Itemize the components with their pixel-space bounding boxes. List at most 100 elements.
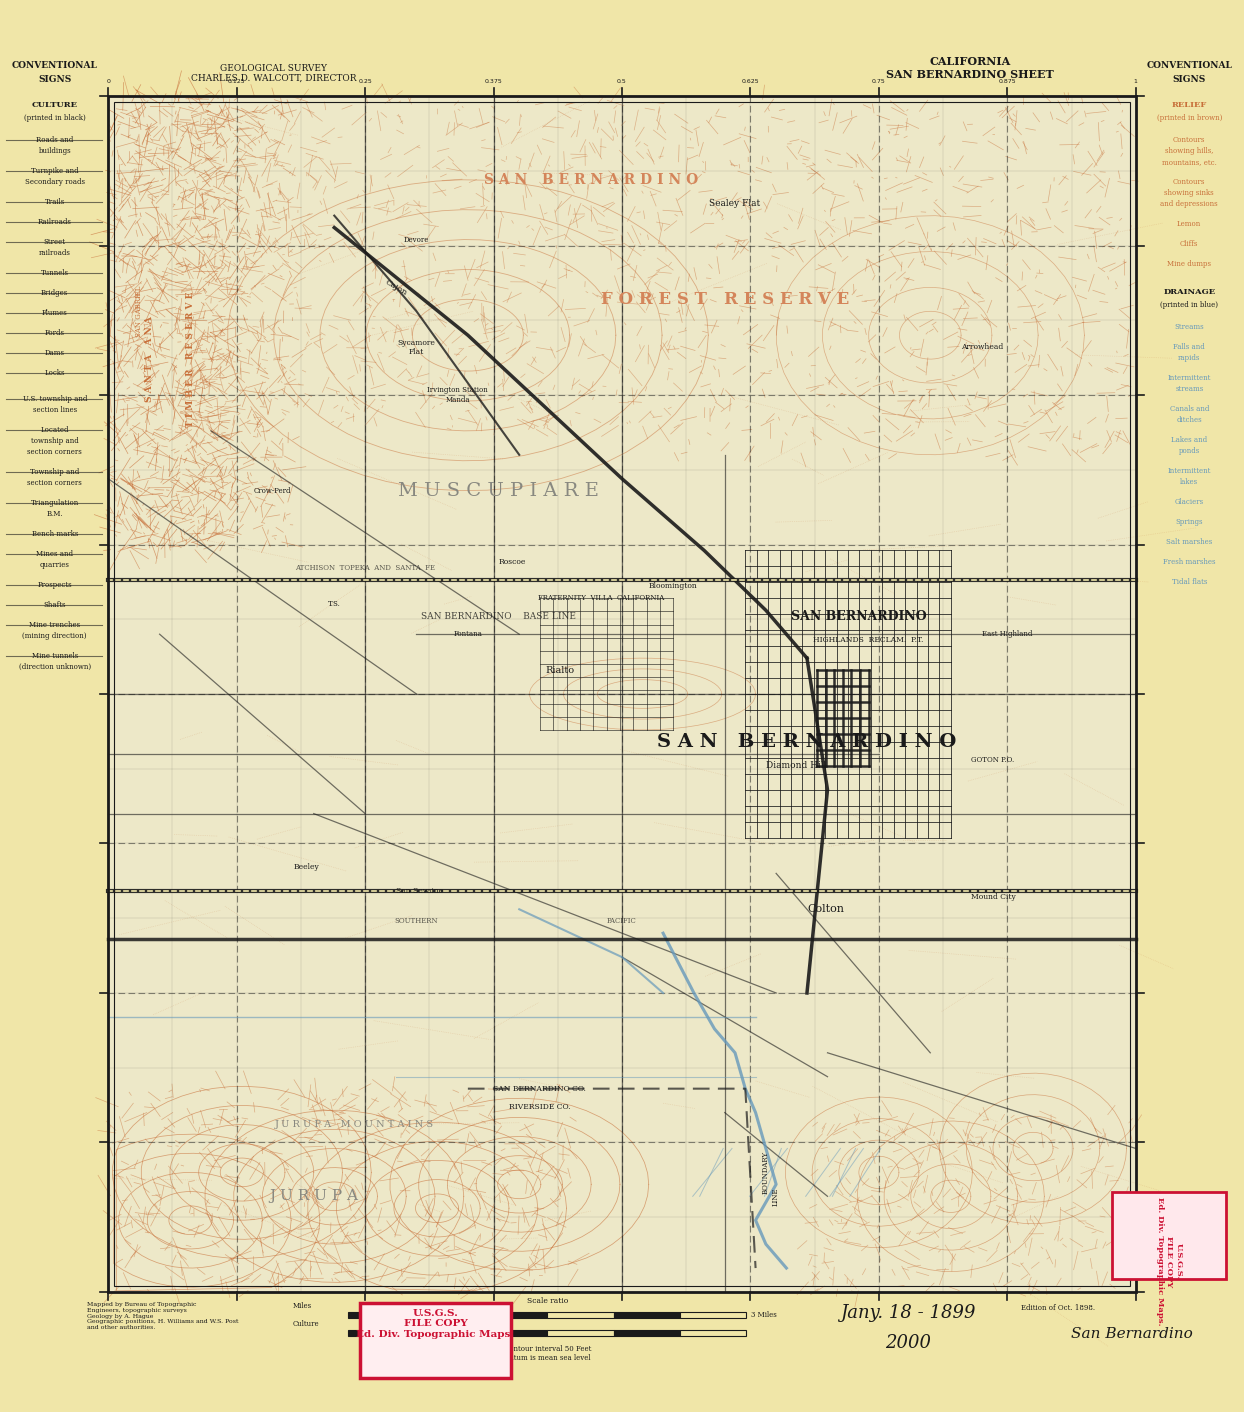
Bar [108, 96, 1136, 1292]
Text: mountains, etc.: mountains, etc. [1162, 158, 1217, 165]
Text: Edition of Oct. 1898.: Edition of Oct. 1898. [1020, 1303, 1095, 1312]
Text: Triangulation: Triangulation [31, 498, 78, 507]
Text: Jany. 18 - 1899: Jany. 18 - 1899 [841, 1303, 975, 1322]
Text: Roads and: Roads and [36, 136, 73, 144]
Text: (printed in brown): (printed in brown) [1157, 114, 1222, 121]
Text: SAN BERNARDINO CO.: SAN BERNARDINO CO. [494, 1084, 586, 1093]
Text: Rialto: Rialto [546, 665, 575, 675]
Text: Mine tunnels: Mine tunnels [31, 652, 78, 659]
Text: Contours: Contours [1173, 178, 1205, 186]
Text: 0.75: 0.75 [872, 79, 886, 85]
Text: 0.375: 0.375 [485, 79, 503, 85]
Text: Shafts: Shafts [44, 600, 66, 609]
Bar [414, 1330, 481, 1336]
Text: SAN BERNARDINO: SAN BERNARDINO [790, 610, 926, 623]
Text: BOUNDARY: BOUNDARY [761, 1151, 770, 1195]
Text: ATCHISON  TOPEKA  AND  SANTA  FE: ATCHISON TOPEKA AND SANTA FE [295, 565, 435, 572]
Text: section lines: section lines [32, 405, 77, 414]
Bar [613, 1330, 680, 1336]
Text: U.S.G.S.
FILE COPY
Ed. Div. Topographic Maps.: U.S.G.S. FILE COPY Ed. Div. Topographic … [356, 1309, 515, 1339]
Text: Culture: Culture [292, 1320, 318, 1327]
Text: Mine trenches: Mine trenches [29, 621, 81, 628]
Text: Dams: Dams [45, 349, 65, 357]
Text: Beeley: Beeley [294, 863, 318, 871]
Text: Streams: Streams [1174, 323, 1204, 330]
Text: section corners: section corners [27, 479, 82, 487]
Text: Fontana: Fontana [453, 630, 483, 638]
Text: SOUTHERN: SOUTHERN [394, 918, 438, 925]
Text: Bloomington: Bloomington [649, 582, 698, 590]
Bar [348, 1312, 414, 1317]
Text: U.S. township and: U.S. township and [22, 395, 87, 402]
Text: Diamond Hill: Diamond Hill [766, 761, 827, 771]
Text: East Highland: East Highland [982, 630, 1033, 638]
Text: streams: streams [1176, 384, 1203, 393]
Text: Mapped by Bureau of Topographic
Engineers, topographic surveys
Geology by A. Hag: Mapped by Bureau of Topographic Engineer… [87, 1302, 239, 1330]
Text: and depressions: and depressions [1161, 199, 1218, 208]
Text: buildings: buildings [39, 147, 71, 155]
Text: 0.5: 0.5 [617, 79, 627, 85]
Text: PACIFIC: PACIFIC [607, 918, 637, 925]
Text: S A N   B E R N A R D I N O: S A N B E R N A R D I N O [484, 172, 698, 186]
Text: T.S.: T.S. [328, 600, 341, 609]
Text: LINE: LINE [773, 1187, 780, 1206]
Text: Railroads: Railroads [37, 217, 72, 226]
Text: 1: 1 [1133, 79, 1138, 85]
Bar [680, 1312, 746, 1317]
Text: Arrowhead: Arrowhead [962, 343, 1004, 352]
Text: Crow-Perd: Crow-Perd [254, 487, 291, 494]
Text: Lakes and: Lakes and [1171, 436, 1208, 443]
Text: Cliffs: Cliffs [1181, 240, 1198, 247]
Text: T I M B E R   R E S E R V E: T I M B E R R E S E R V E [185, 291, 195, 426]
Text: Falls and: Falls and [1173, 343, 1205, 350]
Text: CULTURE: CULTURE [32, 100, 77, 109]
Text: Contour interval 50 Feet
Datum is mean sea level: Contour interval 50 Feet Datum is mean s… [504, 1346, 591, 1363]
Text: Bridges: Bridges [41, 288, 68, 297]
Text: Irvington Station
Manda: Irvington Station Manda [427, 387, 488, 404]
Text: 0: 0 [106, 79, 111, 85]
Text: Located: Located [41, 425, 68, 433]
Text: SAN BERNARDINO    BASE LINE: SAN BERNARDINO BASE LINE [422, 611, 576, 621]
Text: Tunnels: Tunnels [41, 268, 68, 277]
Text: J U R U P A   M O U N T A I N S: J U R U P A M O U N T A I N S [275, 1120, 434, 1130]
Text: quarries: quarries [40, 561, 70, 569]
Bar [547, 1330, 613, 1336]
Text: Street: Street [44, 237, 66, 246]
Text: Turnpike and: Turnpike and [31, 167, 78, 175]
Text: Sealey Flat: Sealey Flat [709, 199, 760, 208]
Text: Fords: Fords [45, 329, 65, 336]
Text: (printed in blue): (printed in blue) [1161, 301, 1218, 309]
Text: J U R U P A: J U R U P A [269, 1189, 358, 1203]
Text: GOTON P.O.: GOTON P.O. [972, 755, 1015, 764]
Text: (direction unknown): (direction unknown) [19, 662, 91, 671]
Text: U.S.G.S.
FILE COPY
Ed. Div. Topographic Maps.: U.S.G.S. FILE COPY Ed. Div. Topographic … [1156, 1197, 1183, 1326]
Text: ditches: ditches [1177, 415, 1202, 424]
Text: SIGNS: SIGNS [39, 75, 71, 83]
Text: (printed in black): (printed in black) [24, 114, 86, 121]
Text: (mining direction): (mining direction) [22, 631, 87, 640]
Text: Cajon: Cajon [383, 278, 408, 297]
Text: S A N   B E R N A R D I N O: S A N B E R N A R D I N O [657, 733, 957, 751]
Text: Tidal flats: Tidal flats [1172, 578, 1207, 586]
Text: Trails: Trails [45, 198, 65, 206]
Text: RIVERSIDE CO.: RIVERSIDE CO. [509, 1103, 571, 1111]
Text: S A N T A   A N A: S A N T A A N A [144, 316, 154, 402]
Text: Springs: Springs [1176, 518, 1203, 525]
Text: Secondary roads: Secondary roads [25, 178, 85, 186]
FancyBboxPatch shape [360, 1303, 511, 1378]
Bar [613, 1312, 680, 1317]
Text: Sycamore
Flat: Sycamore Flat [398, 339, 435, 356]
Text: section corners: section corners [27, 448, 82, 456]
Bar [108, 96, 1136, 1292]
Text: Prospects: Prospects [37, 580, 72, 589]
Text: Intermittent: Intermittent [1168, 374, 1210, 381]
Text: 0.875: 0.875 [999, 79, 1016, 85]
Text: 0.25: 0.25 [358, 79, 372, 85]
Text: Scale ratio: Scale ratio [526, 1298, 569, 1305]
Text: showing sinks: showing sinks [1164, 189, 1214, 196]
Text: rapids: rapids [1178, 354, 1200, 361]
Bar [481, 1312, 547, 1317]
Text: San Bernardino: San Bernardino [1071, 1327, 1193, 1341]
Text: CONVENTIONAL: CONVENTIONAL [1146, 61, 1233, 69]
Text: Flumes: Flumes [42, 309, 67, 316]
